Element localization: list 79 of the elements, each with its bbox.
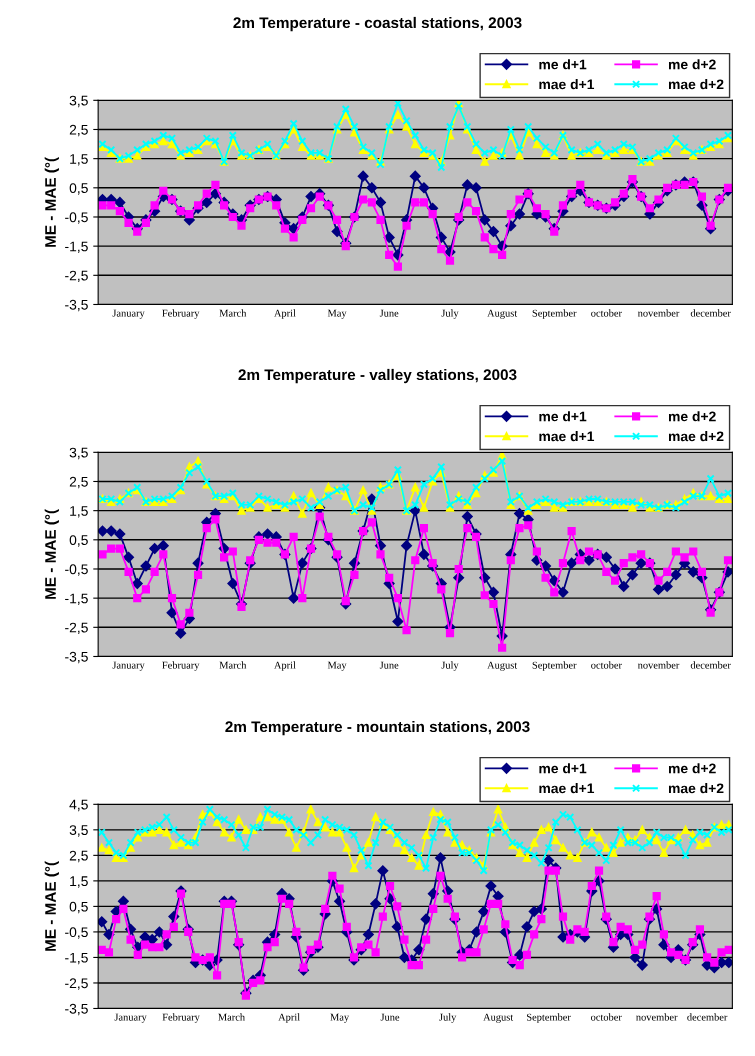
x-tick-label: March [219, 661, 247, 669]
y-axis-title: ME - MAE (°( [44, 508, 59, 599]
y-tick-label: -0,5 [65, 927, 88, 939]
x-tick-label: February [162, 1013, 200, 1023]
chart-title: 2m Temperature - coastal stations, 2003 [233, 16, 522, 32]
x-tick-label: october [591, 661, 622, 669]
legend-label: mae d+2 [668, 783, 724, 794]
x-tick-label: June [379, 309, 399, 317]
y-tick-label: -3,5 [65, 1003, 88, 1016]
legend-label: me d+2 [668, 411, 716, 422]
x-tick-label: February [162, 309, 200, 319]
y-tick-label: 2,5 [69, 476, 88, 489]
legend-label: mae d+1 [539, 783, 595, 794]
y-axis-title: ME - MAE (°( [44, 860, 59, 951]
y-tick-label: 1,5 [70, 506, 88, 518]
y-tick-label: 1,5 [70, 876, 88, 888]
y-tick-label: 0,5 [69, 901, 88, 914]
x-tick-label: december [690, 309, 731, 317]
x-tick-label: January [112, 661, 145, 671]
y-tick-label: 1,5 [70, 154, 88, 166]
x-tick-label: September [532, 661, 577, 671]
legend-label: mae d+1 [539, 431, 595, 442]
legend-label: me d+2 [668, 763, 716, 774]
x-tick-label: January [114, 1013, 147, 1023]
x-tick-label: January [112, 309, 145, 319]
x-tick-label: July [441, 309, 459, 319]
x-tick-label: May [327, 309, 347, 319]
y-tick-label: -3,5 [65, 651, 88, 664]
x-tick-label: november [637, 309, 680, 317]
x-tick-label: February [162, 661, 200, 671]
x-tick-label: July [439, 1013, 457, 1023]
x-tick-label: August [487, 309, 518, 319]
x-tick-label: March [218, 1013, 245, 1021]
y-tick-label: -2,5 [65, 978, 88, 990]
chart-title: 2m Temperature - mountain stations, 2003 [225, 720, 530, 736]
x-tick-label: September [532, 309, 577, 319]
y-tick-label: 3,5 [69, 95, 88, 108]
x-tick-label: november [636, 1013, 678, 1021]
x-tick-label: September [527, 1013, 571, 1023]
legend-label: mae d+1 [539, 79, 595, 90]
x-tick-label: July [441, 661, 459, 671]
x-tick-label: August [483, 1013, 514, 1023]
x-tick-label: June [379, 661, 399, 669]
y-tick-label: -3,5 [65, 299, 88, 312]
y-tick-label: -2,5 [65, 622, 88, 635]
y-tick-label: -1,5 [65, 593, 88, 605]
y-tick-label: 3,5 [69, 447, 88, 460]
x-tick-label: october [591, 309, 622, 317]
y-tick-label: 2,5 [69, 124, 88, 137]
y-tick-label: -0,5 [65, 564, 88, 576]
y-tick-label: 2,5 [69, 850, 88, 863]
y-tick-label: 4,5 [69, 799, 88, 812]
x-tick-label: August [487, 661, 518, 671]
legend-label: mae d+2 [668, 431, 724, 442]
legend-label: mae d+2 [668, 79, 724, 90]
x-tick-label: April [274, 661, 296, 671]
x-tick-label: April [274, 309, 296, 319]
y-tick-label: -1,5 [65, 952, 88, 965]
y-tick-label: -0,5 [65, 212, 88, 224]
legend-label: me d+1 [539, 411, 587, 422]
legend-label: me d+1 [539, 59, 587, 70]
x-tick-label: May [330, 1013, 350, 1023]
x-tick-label: december [690, 661, 731, 669]
y-tick-label: -2,5 [65, 270, 88, 283]
y-tick-label: -1,5 [65, 241, 88, 253]
y-tick-label: 3,5 [69, 825, 88, 837]
y-tick-label: 0,5 [69, 183, 88, 195]
x-tick-label: June [380, 1013, 400, 1021]
y-tick-label: 0,5 [69, 535, 88, 547]
y-axis-title: ME - MAE (°( [44, 156, 59, 247]
x-tick-label: May [327, 661, 347, 671]
x-tick-label: december [687, 1013, 728, 1021]
legend-label: me d+1 [539, 763, 587, 774]
x-tick-label: october [591, 1013, 622, 1021]
x-tick-label: March [219, 309, 247, 317]
legend-label: me d+2 [668, 59, 716, 70]
chart-title: 2m Temperature - valley stations, 2003 [238, 368, 517, 384]
x-tick-label: April [278, 1013, 300, 1023]
x-tick-label: november [637, 661, 680, 669]
